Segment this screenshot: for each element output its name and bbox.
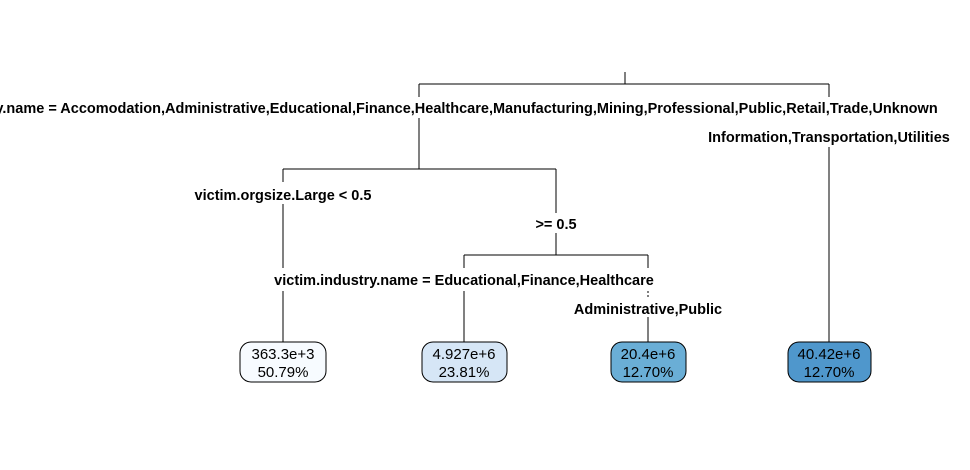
industry-right-split-label: Administrative,Public bbox=[574, 302, 722, 318]
orgsize-right-split-label: >= 0.5 bbox=[535, 217, 576, 233]
leaf-value: 40.42e+6 bbox=[798, 346, 861, 363]
leaf-node-2: 4.927e+6 23.81% bbox=[421, 341, 508, 383]
leaf-value: 20.4e+6 bbox=[621, 346, 676, 363]
leaf-percent: 50.79% bbox=[258, 364, 309, 381]
root-left-split-label: victim.industry.name = Accomodation,Admi… bbox=[0, 101, 938, 117]
leaf-value: 363.3e+3 bbox=[252, 346, 315, 363]
leaf-box bbox=[610, 341, 687, 383]
leaf-box bbox=[787, 341, 872, 383]
tree-edges bbox=[282, 72, 830, 342]
industry-left-split-label: victim.industry.name = Educational,Finan… bbox=[274, 273, 654, 289]
leaf-node-1: 363.3e+3 50.79% bbox=[239, 341, 327, 383]
leaf-percent: 12.70% bbox=[804, 364, 855, 381]
root-right-split-label: Information,Transportation,Utilities bbox=[708, 130, 950, 146]
leaf-node-3: 20.4e+6 12.70% bbox=[610, 341, 687, 383]
leaf-box bbox=[239, 341, 327, 383]
leaf-percent: 23.81% bbox=[439, 364, 490, 381]
leaf-node-4: 40.42e+6 12.70% bbox=[787, 341, 872, 383]
leaf-box bbox=[421, 341, 508, 383]
leaf-percent: 12.70% bbox=[623, 364, 674, 381]
leaf-value: 4.927e+6 bbox=[433, 346, 496, 363]
orgsize-left-split-label: victim.orgsize.Large < 0.5 bbox=[195, 188, 372, 204]
